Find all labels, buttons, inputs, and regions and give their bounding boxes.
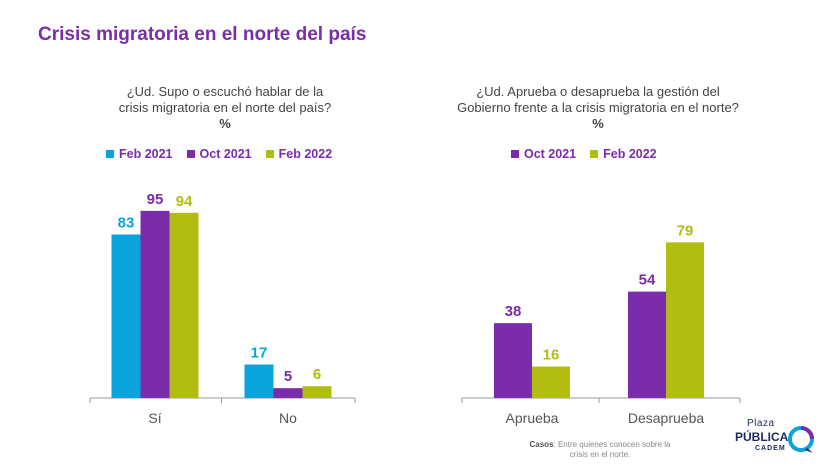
legend-swatch-feb-2022-b — [590, 150, 599, 158]
legend-label-oct-2021-b: Oct 2021 — [524, 147, 577, 161]
bar-aprueba-oct-2021 — [494, 323, 532, 398]
logo-text-publica: PÚBLICA — [735, 430, 789, 444]
chart-1-question: ¿Ud. Supo o escuchó hablar de la crisis … — [90, 84, 360, 132]
legend-swatch-feb-2022 — [265, 150, 274, 158]
data-label-desaprueba-feb-2022: 79 — [677, 222, 694, 239]
data-label-s-oct-2021: 95 — [147, 191, 164, 208]
chart-1-question-line-1: ¿Ud. Supo o escuchó hablar de la — [126, 84, 324, 99]
data-label-desaprueba-oct-2021: 54 — [639, 272, 656, 289]
chart-2-unit: % — [592, 116, 604, 131]
data-label-no-oct-2021: 5 — [284, 368, 292, 385]
legend-label-feb-2021: Feb 2021 — [119, 147, 173, 161]
bar-desaprueba-feb-2022 — [666, 242, 704, 398]
legend-item-oct-2021-b: Oct 2021 — [511, 147, 576, 161]
legend-item-feb-2021: Feb 2021 — [106, 147, 173, 161]
logo-text-cadem: CADEM — [755, 445, 786, 452]
legend-label-oct-2021: Oct 2021 — [199, 147, 252, 161]
bar-no-oct-2021 — [273, 388, 303, 398]
plaza-publica-logo: Plaza PÚBLICA CADEM — [735, 418, 820, 462]
legend-swatch-feb-2021 — [106, 150, 114, 158]
legend-item-oct-2021: Oct 2021 — [186, 147, 252, 161]
legend-label-feb-2022: Feb 2022 — [278, 147, 333, 161]
legend-swatch-oct-2021-b — [511, 150, 519, 158]
chart-1-question-line-2: crisis migratoria en el norte del país? — [118, 100, 332, 115]
bar-s-oct-2021 — [140, 210, 170, 398]
chart-2-question-line-2: Gobierno frente a la crisis migratoria e… — [457, 100, 739, 115]
bar-desaprueba-oct-2021 — [628, 291, 666, 398]
data-label-no-feb-2022: 6 — [313, 366, 321, 383]
x-tick-label-desaprueba: Desaprueba — [628, 410, 704, 426]
data-label-s-feb-2021: 83 — [118, 214, 135, 231]
bar-s-feb-2021 — [111, 234, 141, 398]
legend-label-feb-2022-b: Feb 2022 — [603, 147, 657, 161]
legend-item-feb-2022-b: Feb 2022 — [590, 147, 657, 161]
legend-swatch-oct-2021 — [186, 150, 195, 158]
speech-bubble-logo-icon — [788, 426, 814, 453]
x-tick-label-s: Sí — [148, 410, 161, 426]
bar-aprueba-feb-2022 — [532, 366, 570, 398]
page-title: Crisis migratoria en el norte del país — [38, 24, 367, 45]
data-label-aprueba-oct-2021: 38 — [505, 303, 522, 320]
chart-1-legend: Feb 2021 Oct 2021 Feb 2022 — [106, 147, 332, 161]
data-label-no-feb-2021: 17 — [251, 345, 268, 362]
footnote-text: : Entre quienes conocen sobre la crisis … — [553, 440, 671, 459]
x-tick-label-aprueba: Aprueba — [506, 410, 559, 426]
bar-no-feb-2021 — [244, 364, 274, 398]
data-label-s-feb-2022: 94 — [176, 193, 193, 210]
bar-no-feb-2022 — [302, 386, 332, 398]
logo-text-plaza: Plaza — [747, 418, 775, 429]
bar-s-feb-2022 — [169, 212, 199, 398]
chart-1-unit: % — [219, 116, 231, 131]
data-label-aprueba-feb-2022: 16 — [543, 346, 560, 363]
footnote-label: Casos — [529, 440, 554, 449]
chart-2-legend: Oct 2021 Feb 2022 — [511, 147, 657, 161]
chart-2-question-line-1: ¿Ud. Aprueba o desaprueba la gestión del — [476, 84, 720, 99]
chart-2-question: ¿Ud. Aprueba o desaprueba la gestión del… — [428, 84, 768, 132]
footnote: Casos: Entre quienes conocen sobre la cr… — [520, 440, 680, 460]
x-tick-label-no: No — [279, 410, 297, 426]
legend-item-feb-2022: Feb 2022 — [265, 147, 333, 161]
